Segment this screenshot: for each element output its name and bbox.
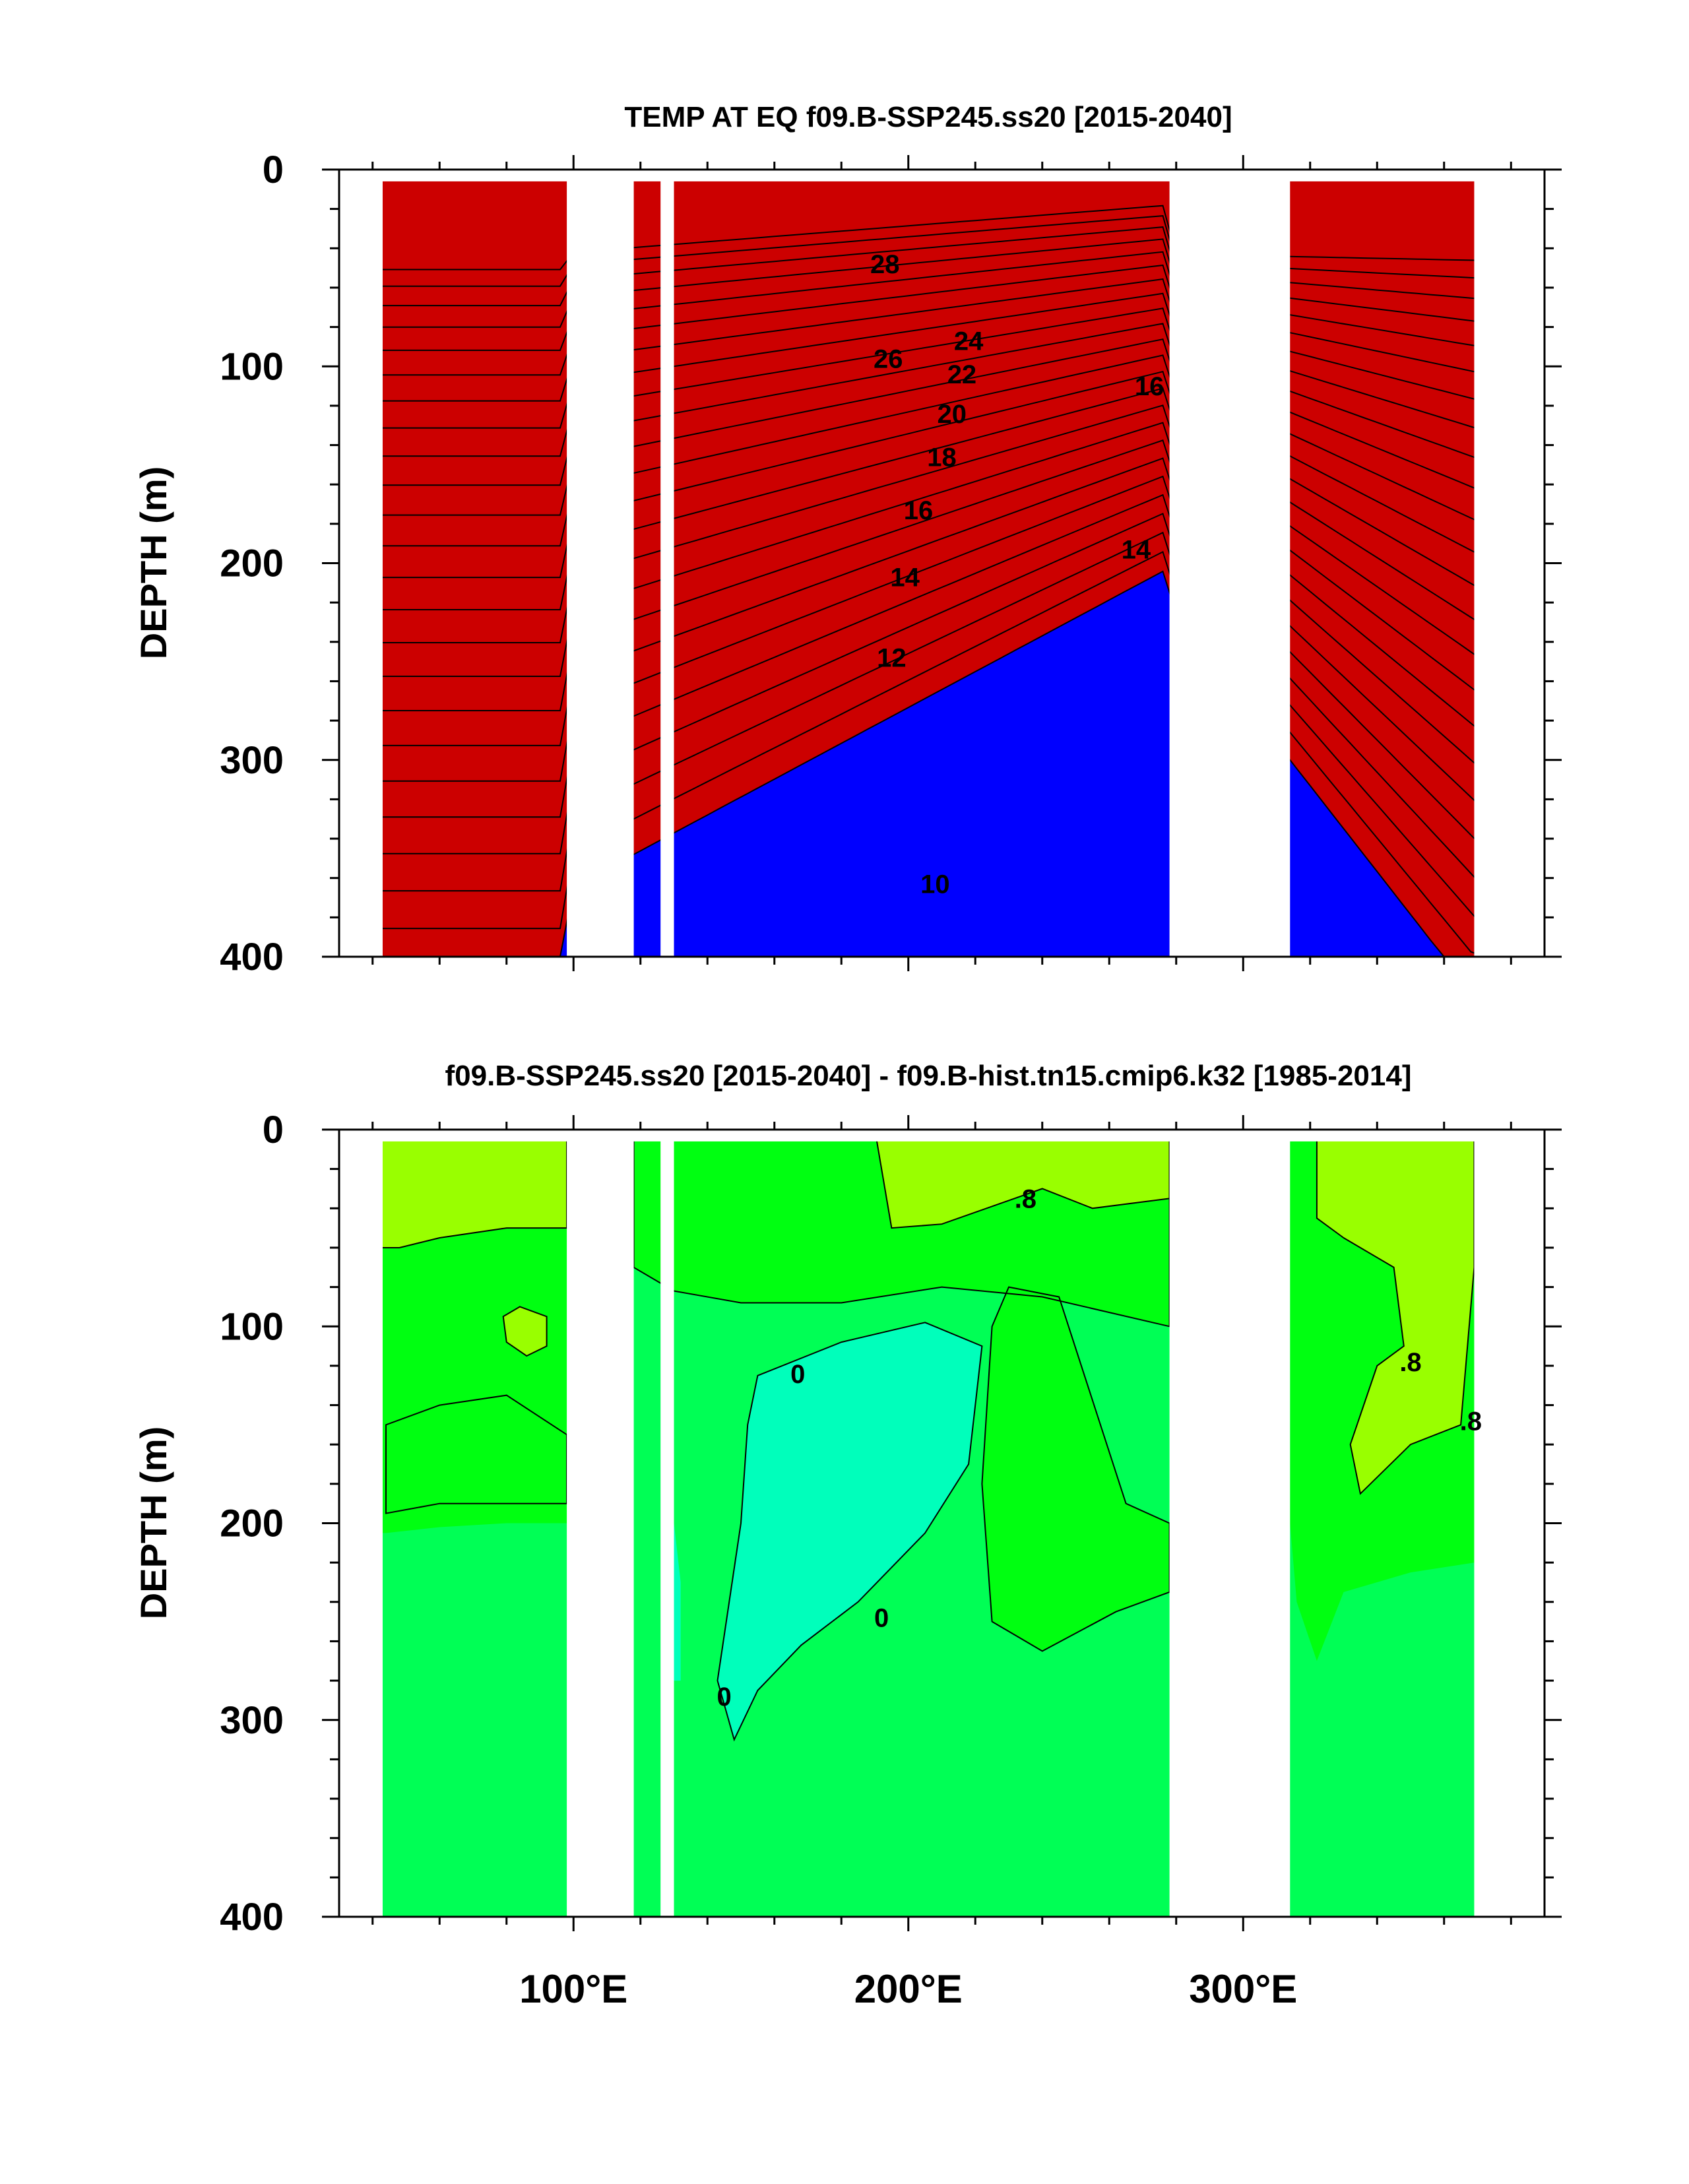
contour-label: .8 xyxy=(1460,1407,1482,1436)
isotherm-line xyxy=(372,226,1484,307)
temp-panel-title: TEMP AT EQ f09.B-SSP245.ss20 [2015-2040] xyxy=(624,101,1232,133)
isotherm-line xyxy=(372,238,1484,328)
diff-contour-fill xyxy=(339,1130,1545,1917)
y-tick-label: 300 xyxy=(220,1699,284,1742)
land-mask xyxy=(339,170,383,957)
contour-line xyxy=(502,1306,548,1357)
isotherm-line xyxy=(372,570,1484,957)
isotherm-line xyxy=(372,422,1485,698)
diff-y-axis-label: DEPTH (m) xyxy=(133,1427,174,1619)
contour-line xyxy=(981,1286,1170,1652)
diff-band xyxy=(503,1306,547,1356)
x-tick-label: 200°E xyxy=(854,1967,963,2011)
surface-gap xyxy=(339,1130,1545,1141)
contour-label: 20 xyxy=(937,400,967,429)
isotherm-line xyxy=(372,457,1485,773)
isotherm-line xyxy=(372,323,1484,493)
contour-label: 0 xyxy=(790,1360,805,1389)
land-mask xyxy=(1474,1130,1545,1917)
surface-gap xyxy=(339,170,1545,181)
contour-label: 12 xyxy=(877,644,907,673)
diff-band xyxy=(372,1130,567,1248)
contour-label: 26 xyxy=(874,344,903,373)
isotherm-line xyxy=(372,215,1484,287)
land-mask xyxy=(339,1130,383,1917)
y-tick-label: 400 xyxy=(220,1896,284,1939)
diff-band xyxy=(875,1130,1170,1229)
isotherm-line xyxy=(372,307,1484,462)
contour-line xyxy=(717,1322,983,1742)
diff-panel: f09.B-SSP245.ss20 [2015-2040] - f09.B-hi… xyxy=(133,1060,1562,2011)
land-mask xyxy=(1474,170,1545,957)
contour-label: 18 xyxy=(927,443,957,472)
diff-band xyxy=(982,1287,1170,1652)
isotherm-line xyxy=(372,439,1485,735)
contour-label: 16 xyxy=(904,496,934,525)
land-mask xyxy=(567,1130,634,1917)
y-tick-label: 200 xyxy=(220,1502,284,1545)
y-tick-label: 300 xyxy=(220,739,284,782)
x-tick-label: 300°E xyxy=(1189,1967,1297,2011)
y-tick-label: 0 xyxy=(263,148,284,191)
contour-label: .8 xyxy=(1399,1348,1421,1377)
y-tick-label: 400 xyxy=(220,936,284,979)
land-mask xyxy=(567,170,634,957)
isotherm-line xyxy=(372,531,1485,928)
isotherm-line xyxy=(372,354,1485,558)
isotherm-line xyxy=(372,475,1485,810)
isotherm-line xyxy=(372,371,1485,592)
diff-band xyxy=(1316,1130,1475,1494)
diff-panel-title: f09.B-SSP245.ss20 [2015-2040] - f09.B-hi… xyxy=(445,1060,1412,1092)
contour-label: 0 xyxy=(717,1683,732,1712)
isotherm-line xyxy=(372,404,1485,662)
land-mask xyxy=(660,1130,674,1917)
temp-panel: TEMP AT EQ f09.B-SSP245.ss20 [2015-2040]… xyxy=(133,101,1562,979)
isotherm-line xyxy=(372,264,1484,376)
y-tick-label: 0 xyxy=(263,1108,284,1151)
contour-label: 28 xyxy=(870,250,900,279)
contour-label: 14 xyxy=(890,563,920,592)
isotherm-line xyxy=(372,205,1484,271)
y-tick-label: 200 xyxy=(220,542,284,585)
diff-band xyxy=(386,1395,567,1514)
y-tick-label: 100 xyxy=(220,345,284,388)
isotherm-line xyxy=(372,494,1485,849)
contour-label: 24 xyxy=(954,327,984,356)
contour-label: 22 xyxy=(947,360,977,389)
contour-line xyxy=(1316,1130,1475,1495)
temp-y-axis-label: DEPTH (m) xyxy=(133,466,174,659)
temp-contour-fill xyxy=(339,170,1545,957)
contour-label: 0 xyxy=(874,1604,889,1633)
isotherm-line xyxy=(372,292,1484,432)
land-mask xyxy=(1169,1130,1291,1917)
isotherm-line xyxy=(372,387,1485,627)
diff-band xyxy=(674,1523,681,1681)
contour-label: 10 xyxy=(920,870,950,899)
y-tick-label: 100 xyxy=(220,1305,284,1348)
x-tick-label: 100°E xyxy=(519,1967,627,2011)
contour-label: 14 xyxy=(1122,536,1151,565)
contour-label: .8 xyxy=(1015,1184,1036,1213)
isotherm-line xyxy=(372,278,1484,402)
isotherm-line xyxy=(372,338,1485,525)
contour-label: 16 xyxy=(1135,372,1164,401)
diff-band xyxy=(717,1322,982,1740)
land-mask xyxy=(660,170,674,957)
land-mask xyxy=(1169,170,1291,957)
isotherm-line xyxy=(372,513,1485,889)
isotherm-line xyxy=(372,251,1484,351)
isotherm-line xyxy=(372,550,1484,957)
